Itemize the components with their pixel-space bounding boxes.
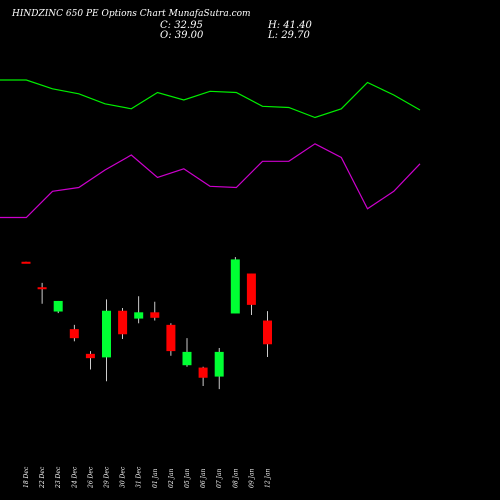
candle-12-jan (263, 311, 272, 357)
candle-body (102, 310, 111, 358)
candle-body (214, 351, 224, 377)
open-value: O: 39.00 (160, 30, 204, 41)
candle-body (85, 353, 95, 359)
x-tick-label: 23 Dec (55, 466, 62, 489)
candle-06-jan (198, 366, 208, 386)
x-tick-label: 22 Dec (39, 466, 46, 489)
x-tick-label: 26 Dec (87, 466, 94, 489)
candle-body (182, 351, 192, 366)
x-tick-label: 05 Jan (184, 468, 191, 488)
candle-31-dec (134, 296, 144, 324)
high-value: H: 41.40 (268, 20, 312, 31)
candle-body (150, 312, 160, 318)
candle-05-jan (182, 338, 192, 367)
low-value: L: 29.70 (268, 30, 310, 41)
candle-body (166, 324, 176, 352)
candle-09-jan (246, 273, 256, 316)
indicator-lines (0, 79, 421, 219)
lower-indicator-line (0, 143, 421, 219)
x-tick-label: 24 Dec (71, 466, 78, 489)
candles (21, 257, 272, 390)
x-tick-label: 09 Jan (248, 468, 255, 488)
x-tick-label: 31 Dec (136, 466, 143, 488)
candle-07-jan (214, 347, 224, 390)
x-tick-label: 01 Jan (152, 468, 159, 488)
candle-26-dec (85, 351, 95, 370)
x-tick-label: 18 Dec (23, 466, 30, 488)
close-value: C: 32.95 (160, 20, 203, 31)
x-tick-label: 29 Dec (104, 466, 111, 489)
candle-30-dec (118, 308, 128, 339)
candle-body (198, 367, 208, 378)
x-axis-labels: 18 Dec 22 Dec 23 Dec 24 Dec 26 Dec 29 Dec 30 D… (23, 466, 272, 489)
candle-01-jan (150, 301, 160, 321)
candle-22-dec (37, 282, 47, 304)
x-tick-label: 08 Jan (232, 468, 239, 488)
x-tick-label: 30 Dec (120, 466, 127, 488)
x-tick-label: 07 Jan (216, 468, 223, 488)
candle-body (230, 259, 240, 314)
candle-body (21, 261, 31, 264)
candle-23-dec (53, 300, 63, 314)
x-tick-label: 02 Jan (168, 468, 175, 488)
candle-18-dec (21, 261, 31, 264)
candle-body (118, 310, 128, 335)
candle-24-dec (69, 324, 79, 342)
candle-08-jan (230, 257, 240, 314)
candle-body (246, 273, 256, 305)
x-tick-label: 12 Jan (265, 468, 272, 488)
candle-29-dec (102, 299, 111, 382)
candle-body (263, 320, 272, 345)
candle-body (69, 329, 79, 339)
candle-body (53, 300, 63, 312)
candle-body (37, 287, 47, 290)
candle-02-jan (166, 323, 176, 356)
upper-indicator-line (0, 79, 421, 119)
x-tick-label: 06 Jan (200, 468, 207, 488)
chart-title: HINDZINC 650 PE Options Chart MunafaSutr… (12, 9, 251, 19)
candle-body (134, 312, 144, 319)
